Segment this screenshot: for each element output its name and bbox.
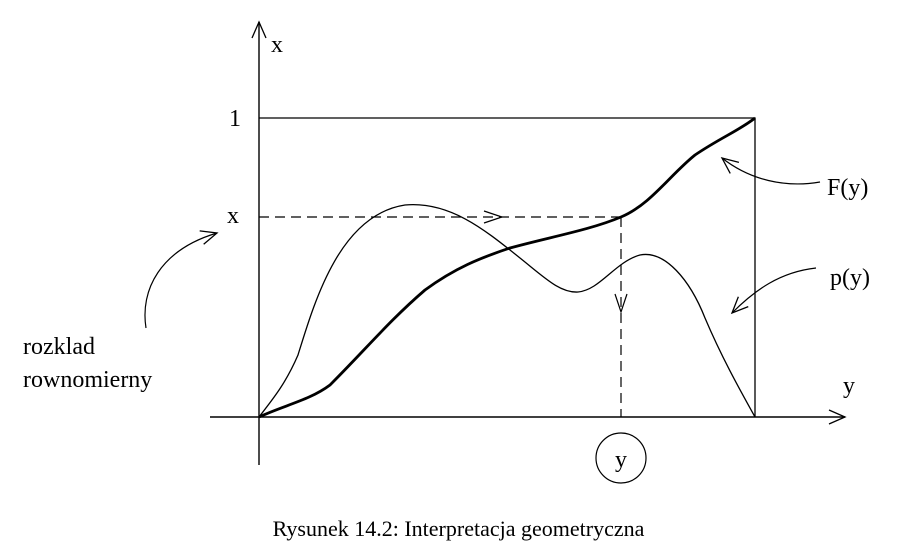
- uniform-distribution-pointer: [144, 230, 219, 329]
- projection-arrow-down: [614, 293, 628, 314]
- tick-label-one: 1: [229, 106, 241, 132]
- pdf-curve: [258, 204, 756, 418]
- horizontal-axis-label: y: [843, 373, 855, 399]
- annotation-line-1: rozklad: [23, 334, 95, 360]
- cdf-curve: [258, 116, 756, 419]
- pdf-pointer: [730, 267, 817, 315]
- pdf-label: p(y): [830, 265, 870, 291]
- projection-arrow-right: [483, 210, 504, 224]
- y-marker-circle: [595, 432, 647, 484]
- cdf-label: F(y): [827, 175, 868, 201]
- annotation-line-2: rownomierny: [23, 367, 152, 393]
- cdf-pointer: [720, 156, 821, 185]
- tick-label-y: y: [615, 447, 627, 473]
- figure-caption: Rysunek 14.2: Interpretacja geometryczna: [272, 516, 645, 541]
- unit-frame: [259, 117, 756, 417]
- tick-label-x: x: [227, 203, 239, 229]
- vertical-axis-label: x: [271, 32, 283, 58]
- geometric-interpretation-diagram: x y 1 x y F(y) p(y) rozklad rownomierny: [23, 20, 870, 484]
